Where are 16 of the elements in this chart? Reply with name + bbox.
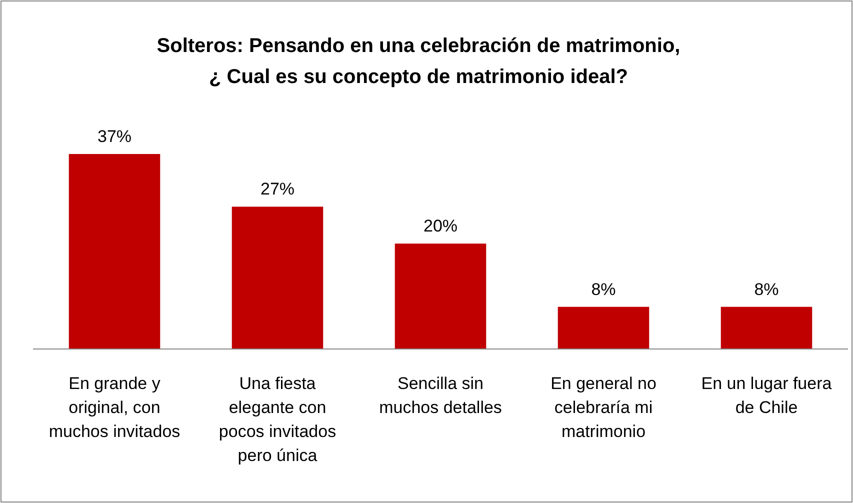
data-label: 27% [260,180,295,199]
data-label: 8% [754,280,779,299]
data-label: 8% [591,280,616,299]
x-tick-label: En grande y original, con muchos invitados [48,374,180,441]
bar [558,306,650,349]
data-label: 37% [97,127,132,146]
bar [68,154,160,349]
bar [394,244,486,349]
bar [232,206,324,349]
chart-title: Solteros: Pensando en una celebración de matrimonio, ¿ Cual es su concepto de matrimonio ideal? [156,35,680,88]
x-tick-label: Sencilla sin muchos detalles [379,374,502,417]
bar [720,306,812,349]
x-tick-label: Una fiesta elegante con pocos invitados pero única [218,374,336,465]
x-tick-label: En general no celebraría mi matrimonio [550,374,656,441]
x-tick-label: En un lugar fuera de Chile [701,374,832,417]
data-label: 20% [423,216,458,236]
